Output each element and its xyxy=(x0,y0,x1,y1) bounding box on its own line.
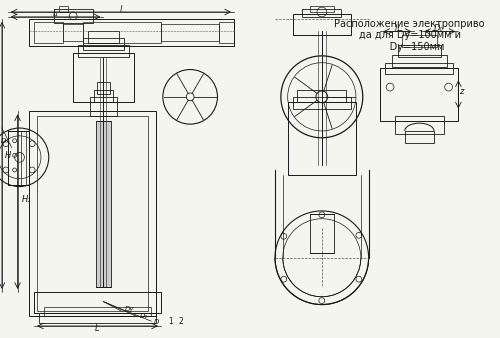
Bar xyxy=(54,9,92,23)
Text: 1: 1 xyxy=(168,317,173,325)
Text: Dy: Dy xyxy=(125,307,134,312)
Bar xyxy=(58,6,68,12)
Text: D₀: D₀ xyxy=(1,138,9,144)
Bar xyxy=(385,63,454,74)
Text: D₁: D₁ xyxy=(140,313,147,319)
Text: l₁: l₁ xyxy=(395,24,401,33)
Bar xyxy=(288,102,356,175)
Bar xyxy=(37,116,148,311)
Text: H₁: H₁ xyxy=(22,195,31,204)
Text: D₀: D₀ xyxy=(434,24,444,33)
Bar xyxy=(292,97,351,108)
Text: D: D xyxy=(154,319,160,325)
Bar xyxy=(83,22,161,43)
Bar xyxy=(402,35,437,47)
Bar xyxy=(34,22,64,43)
Bar xyxy=(88,31,119,43)
Bar xyxy=(44,307,151,316)
Bar xyxy=(64,24,83,41)
Bar xyxy=(310,6,334,12)
Text: l: l xyxy=(120,5,122,14)
Text: l₁: l₁ xyxy=(52,9,59,19)
Bar xyxy=(302,9,342,17)
Bar xyxy=(30,19,234,46)
Bar xyxy=(380,68,458,121)
Bar xyxy=(398,45,441,57)
Bar xyxy=(73,53,134,102)
Text: 2: 2 xyxy=(178,317,183,325)
Bar xyxy=(30,112,156,316)
Bar xyxy=(94,90,113,102)
Text: L: L xyxy=(95,324,100,333)
Bar xyxy=(8,131,30,185)
Text: Расположение электроприво
да для Dy=100мм и
     Dy=150мм: Расположение электроприво да для Dy=100м… xyxy=(334,19,485,52)
Bar xyxy=(298,90,346,102)
Bar xyxy=(90,97,117,116)
Bar xyxy=(96,82,110,94)
Bar xyxy=(310,214,334,253)
Text: z: z xyxy=(459,88,464,96)
Bar xyxy=(83,38,124,50)
Bar xyxy=(220,22,234,43)
Bar xyxy=(392,55,446,67)
Bar xyxy=(404,131,434,143)
Bar xyxy=(292,14,351,35)
Bar xyxy=(34,292,161,313)
Text: H: H xyxy=(5,151,11,160)
Bar xyxy=(161,24,220,41)
Bar xyxy=(395,116,444,134)
Bar xyxy=(78,45,128,57)
Bar xyxy=(96,121,111,287)
Bar xyxy=(39,313,156,323)
